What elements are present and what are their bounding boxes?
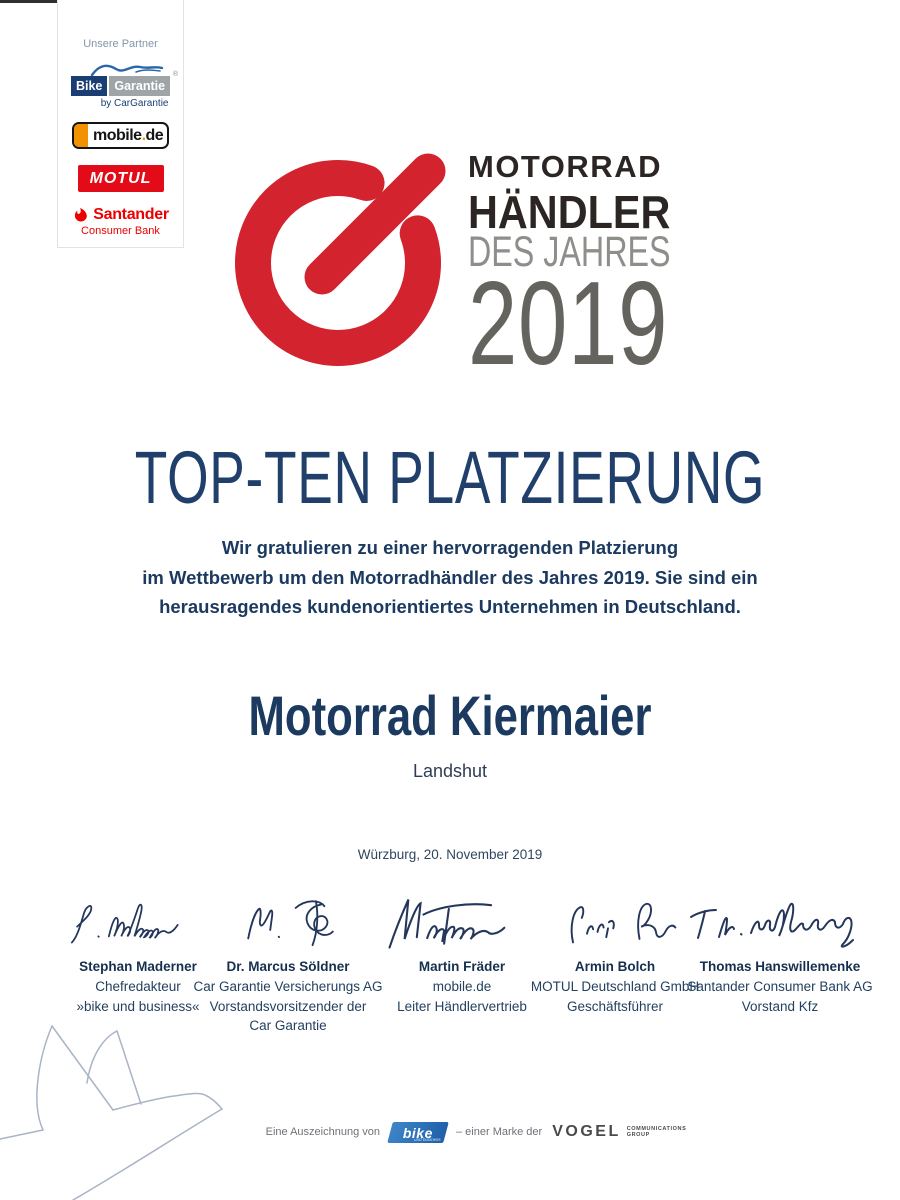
vogel-group-lines: COMMUNICATIONS GROUP bbox=[627, 1126, 687, 1139]
vogel-wordmark: VOGEL bbox=[552, 1123, 621, 1140]
signer-title: MOTUL Deutschland GmbH bbox=[530, 979, 700, 994]
bikegarantie-word1: Bike bbox=[70, 76, 108, 96]
signature-block-soeldner: Dr. Marcus Söldner Car Garantie Versiche… bbox=[188, 893, 388, 1036]
signer-title: »bike und business« bbox=[76, 998, 200, 1014]
bikegarantie-wordmark: Bike Garantie ® bbox=[70, 71, 178, 96]
award-body-line3: herausragendes kundenorientiertes Untern… bbox=[159, 596, 741, 617]
signature-block-bolch: Armin Bolch MOTUL Deutschland GmbH Gesch… bbox=[515, 893, 715, 1016]
signature-soeldner-icon bbox=[247, 900, 334, 947]
bikegarantie-word2: Garantie bbox=[109, 76, 171, 96]
signature-block-hanswillemenke: Thomas Hanswillemenke Santander Consumer… bbox=[680, 893, 880, 1016]
signer-name: Armin Bolch bbox=[574, 959, 656, 974]
footer: Eine Auszeichnung von bike und business … bbox=[26, 1117, 900, 1147]
mobile-de-dot: . bbox=[141, 126, 146, 144]
logo-word-motorrad: MOTORRAD bbox=[468, 149, 662, 184]
logo-word-haendler: HÄNDLER bbox=[468, 186, 671, 238]
mobile-de-orange-block bbox=[74, 124, 90, 147]
signer-name: Martin Fräder bbox=[418, 959, 506, 974]
signer-title: Vorstandsvorsitzender der bbox=[209, 998, 367, 1014]
signer-name: Thomas Hanswillemenke bbox=[699, 959, 861, 974]
recipient-location: Landshut bbox=[412, 761, 488, 781]
signer-title: Chefredakteur bbox=[95, 979, 181, 994]
signature-bolch-icon bbox=[570, 902, 677, 944]
recipient-name: Motorrad Kiermaier bbox=[248, 684, 652, 747]
bike-logo-subline: und business bbox=[414, 1136, 442, 1142]
logo-year: 2019 bbox=[468, 257, 669, 390]
partner-label: Unsere Partner bbox=[83, 38, 158, 50]
award-body: Wir gratulieren zu einer hervorragenden … bbox=[0, 533, 900, 622]
santander-name: Santander bbox=[93, 206, 169, 223]
signature-hanswillemenke-icon bbox=[690, 902, 854, 948]
mobile-de-tld: de bbox=[145, 126, 164, 144]
signature-block-maderner: Stephan Maderner Chefredakteur »bike und… bbox=[38, 893, 238, 1016]
mobile-de-logo: mobile.de bbox=[72, 122, 169, 149]
signer-title: Santander Consumer Bank AG bbox=[687, 979, 873, 994]
award-heading: TOP-TEN PLATZIERUNG bbox=[134, 436, 766, 519]
bird-sketch-icon bbox=[0, 1025, 223, 1200]
santander-byline: Consumer Bank bbox=[81, 225, 160, 237]
vogel-sub2: GROUP bbox=[626, 1132, 650, 1138]
award-body-line2: im Wettbewerb um den Motorradhändler des… bbox=[142, 566, 758, 588]
bikegarantie-logo: Bike Garantie ® by CarGarantie bbox=[70, 60, 178, 109]
signature-maderner-icon bbox=[70, 903, 179, 944]
signature-block-fraeder: Martin Fräder mobile.de Leiter Händlerve… bbox=[362, 893, 562, 1016]
signer-title: Leiter Händlervertrieb bbox=[397, 998, 527, 1014]
logo-word-des-jahres: DES JAHRES bbox=[468, 228, 671, 276]
signer-name: Dr. Marcus Söldner bbox=[226, 959, 350, 974]
signer-name: Stephan Maderner bbox=[79, 959, 197, 974]
partner-box: Unsere Partner Bike Garantie ® by CarGar… bbox=[57, 0, 184, 248]
footer-middle: – einer Marke der bbox=[456, 1126, 543, 1138]
bikegarantie-byline: by CarGarantie bbox=[100, 98, 169, 109]
signer-title: Vorstand Kfz bbox=[741, 998, 819, 1014]
footer-prefix: Eine Auszeichnung von bbox=[265, 1126, 380, 1138]
award-body-line1: Wir gratulieren zu einer hervorragenden … bbox=[221, 537, 679, 558]
mobile-de-name: mobile bbox=[93, 126, 142, 144]
registered-mark: ® bbox=[172, 71, 179, 78]
bike-und-business-logo: bike und business bbox=[387, 1121, 449, 1143]
signature-fraeder-icon bbox=[388, 899, 506, 949]
santander-logo: Santander Consumer Bank bbox=[72, 206, 169, 237]
vogel-sub1: COMMUNICATIONS bbox=[626, 1125, 687, 1132]
motul-logo: MOTUL bbox=[77, 165, 164, 192]
signer-title: Car Garantie bbox=[249, 1018, 327, 1033]
award-ring-icon bbox=[235, 153, 446, 366]
signer-title: mobile.de bbox=[432, 979, 492, 994]
mobile-de-wordmark: mobile.de bbox=[93, 126, 164, 145]
santander-flame-icon bbox=[75, 207, 88, 221]
signer-title: Car Garantie Versicherungs AG bbox=[193, 979, 383, 994]
signer-title: Geschäftsführer bbox=[566, 998, 664, 1014]
bikegarantie-swoosh-icon bbox=[90, 64, 163, 77]
issue-date: Würzburg, 20. November 2019 bbox=[357, 847, 543, 862]
